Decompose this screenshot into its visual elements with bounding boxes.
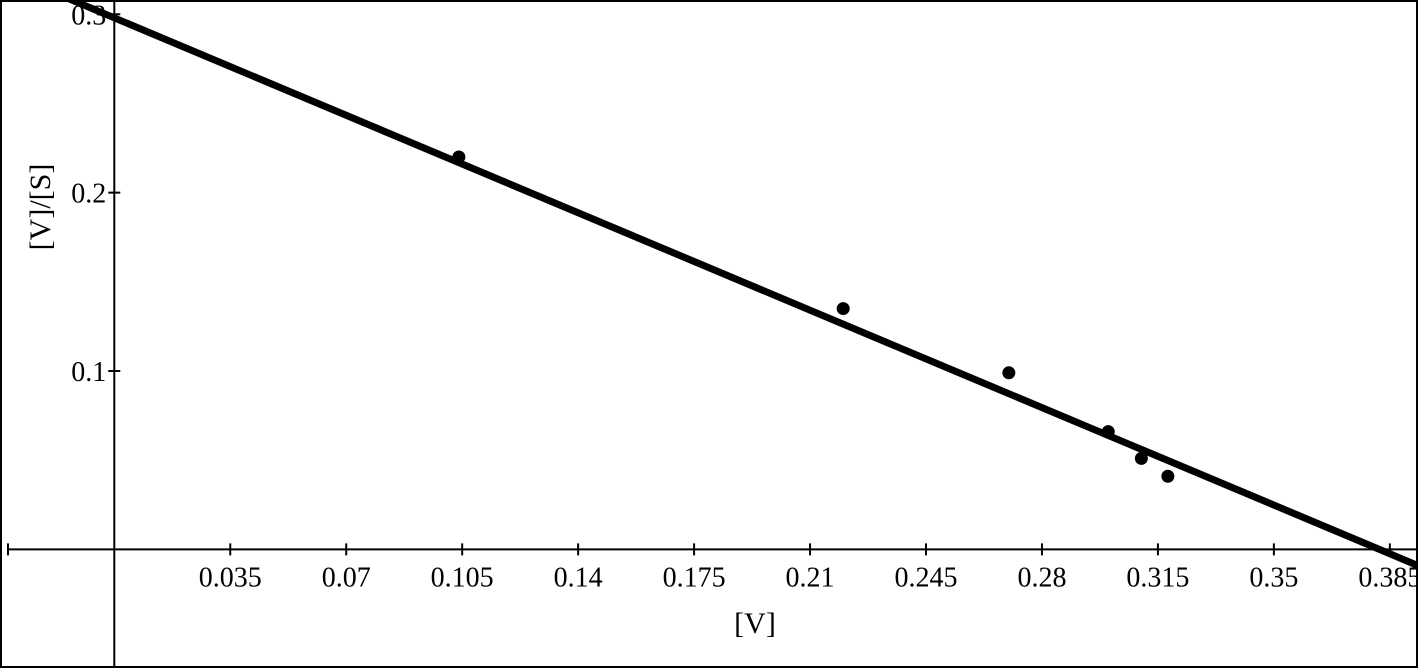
x-tick-label: 0.28 [1017,562,1066,593]
y-tick-label: 0.2 [71,179,106,210]
x-tick-label: 0.07 [322,562,371,593]
x-tick-label: 0.385 [1358,562,1418,593]
x-tick-label: 0.175 [663,562,726,593]
tick-labels: 0.035 0.07 0.105 0.14 0.175 0.21 0.245 0.28 0.31… [71,0,1418,593]
x-tick-label: 0.105 [431,562,494,593]
data-point [836,302,850,316]
y-tick-label: 0.1 [71,357,106,388]
x-tick-label: 0.035 [199,562,262,593]
data-marks [62,0,1418,569]
x-tick-label: 0.245 [895,562,958,593]
data-point [1002,366,1016,380]
x-axis-title: [V] [734,607,776,640]
axes [8,0,1418,668]
x-tick-label: 0.21 [786,562,835,593]
x-tick-label: 0.14 [554,562,603,593]
data-point [1134,451,1148,465]
data-point [1161,469,1175,483]
regression-line [62,0,1418,569]
y-axis-title: [V]/[S] [24,164,57,251]
x-tick-label: 0.35 [1249,562,1298,593]
x-tick-label: 0.315 [1126,562,1189,593]
